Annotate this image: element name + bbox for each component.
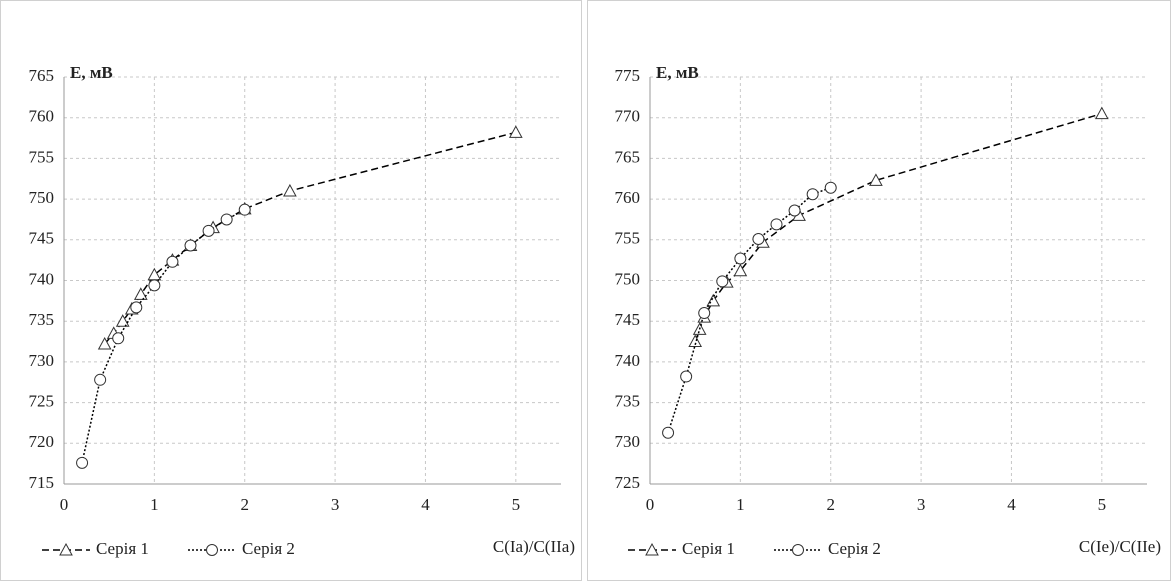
y-tick-label: 745 — [615, 310, 641, 329]
marker-circle — [148, 279, 161, 292]
marker-triangle — [1094, 106, 1109, 120]
marker-circle — [734, 252, 747, 265]
marker-circle — [202, 224, 215, 237]
legend-label: Серія 1 — [96, 539, 149, 558]
y-tick-label: 715 — [29, 473, 55, 492]
legend-marker — [59, 542, 73, 556]
marker-circle — [94, 373, 107, 386]
x-tick-label: 4 — [421, 495, 430, 514]
x-tick-label: 5 — [512, 495, 521, 514]
legend-marker — [206, 544, 218, 556]
y-tick-label: 725 — [615, 473, 641, 492]
y-tick-label: 750 — [29, 188, 55, 207]
marker-triangle — [133, 287, 148, 300]
x-axis-label: C(Ia)/C(IIa) — [493, 537, 575, 556]
marker-circle — [680, 370, 693, 383]
x-tick-label: 5 — [1098, 495, 1107, 514]
y-tick-label: 770 — [615, 107, 641, 126]
x-tick-label: 3 — [331, 495, 340, 514]
marker-circle — [220, 213, 233, 226]
marker-circle — [788, 204, 801, 217]
y-tick-label: 755 — [29, 147, 55, 166]
y-tick-label: 730 — [29, 351, 55, 370]
x-tick-label: 3 — [917, 495, 926, 514]
legend-label: Серія 1 — [682, 539, 735, 558]
series-line — [667, 186, 831, 433]
y-tick-label: 720 — [29, 432, 55, 451]
x-tick-label: 0 — [60, 495, 69, 514]
marker-triangle — [733, 263, 748, 277]
marker-circle — [184, 239, 197, 252]
marker-triangle — [869, 173, 883, 186]
y-tick-label: 735 — [29, 310, 55, 329]
marker-circle — [698, 307, 711, 320]
y-tick-label: 755 — [615, 229, 641, 248]
y-tick-label: 730 — [615, 432, 641, 451]
x-tick-label: 2 — [240, 495, 249, 514]
series-line — [81, 209, 246, 463]
marker-triangle — [688, 334, 703, 348]
marker-circle — [76, 456, 89, 469]
x-tick-label: 0 — [646, 495, 655, 514]
y-tick-label: 765 — [29, 66, 55, 85]
panel-border — [587, 0, 1171, 581]
legend-marker — [645, 542, 659, 556]
marker-triangle — [508, 125, 523, 138]
y-tick-label: 760 — [615, 188, 641, 207]
y-tick-label: 760 — [29, 107, 55, 126]
series-line — [694, 112, 1103, 342]
x-axis-label: C(Ie)/C(IIe) — [1079, 537, 1161, 556]
y-tick-label: 745 — [29, 229, 55, 248]
x-tick-label: 4 — [1007, 495, 1016, 514]
panel-border — [0, 0, 582, 581]
legend-label: Серія 2 — [828, 539, 881, 558]
marker-circle — [166, 255, 179, 268]
y-tick-label: 740 — [615, 351, 641, 370]
marker-circle — [716, 275, 729, 288]
series-line — [104, 131, 517, 345]
marker-circle — [238, 203, 251, 216]
marker-circle — [824, 181, 837, 194]
marker-circle — [770, 218, 783, 231]
y-axis-label: E, мВ — [656, 63, 699, 82]
marker-triangle — [115, 314, 130, 327]
marker-circle — [130, 301, 143, 314]
x-tick-label: 1 — [736, 495, 745, 514]
x-tick-label: 2 — [826, 495, 835, 514]
y-tick-label: 735 — [615, 392, 641, 411]
marker-triangle — [97, 336, 112, 350]
y-tick-label: 775 — [615, 66, 641, 85]
marker-triangle — [283, 183, 297, 197]
marker-triangle — [706, 293, 721, 307]
marker-circle — [112, 332, 125, 345]
y-axis-label: E, мВ — [70, 63, 113, 82]
marker-circle — [806, 188, 819, 201]
legend-label: Серія 2 — [242, 539, 295, 558]
marker-circle — [662, 426, 675, 439]
y-tick-label: 740 — [29, 269, 55, 288]
x-tick-label: 1 — [150, 495, 159, 514]
y-tick-label: 725 — [29, 392, 55, 411]
legend-marker — [792, 544, 804, 556]
marker-circle — [752, 232, 765, 245]
y-tick-label: 750 — [615, 269, 641, 288]
y-tick-label: 765 — [615, 147, 641, 166]
